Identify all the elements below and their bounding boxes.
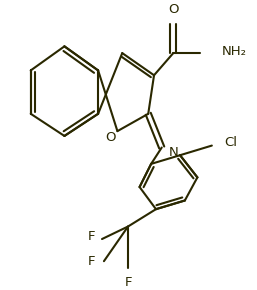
Text: F: F [88,255,95,268]
Text: NH₂: NH₂ [222,45,246,58]
Text: N: N [169,146,178,159]
Text: Cl: Cl [224,136,237,149]
Text: O: O [168,3,179,15]
Text: F: F [88,230,95,243]
Text: O: O [105,131,116,144]
Text: F: F [124,276,132,289]
